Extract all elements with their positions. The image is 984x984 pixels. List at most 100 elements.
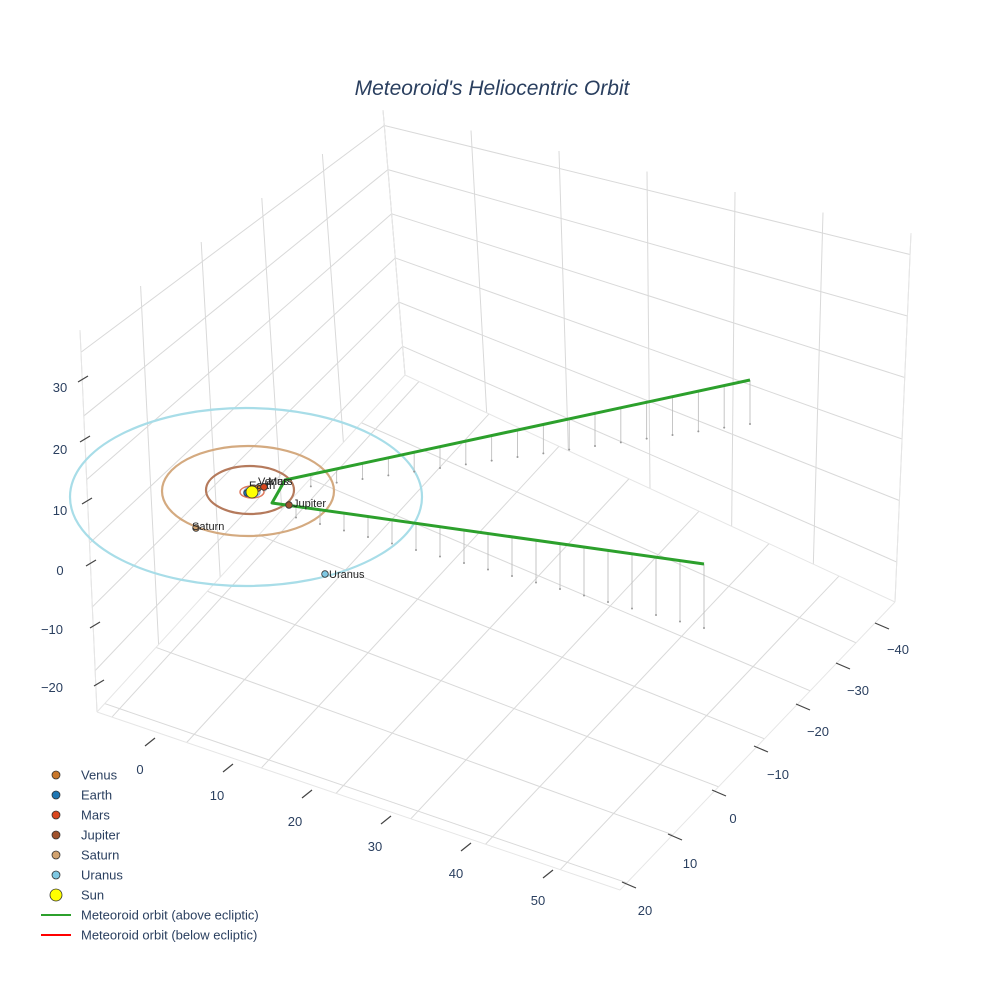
z-tick-mark bbox=[89, 621, 101, 629]
y-tick-mark bbox=[874, 622, 890, 630]
legend-item-earth[interactable]: Earth bbox=[51, 788, 112, 803]
y-tick-mark bbox=[835, 662, 851, 670]
legend-label: Saturn bbox=[81, 848, 119, 863]
drop-point bbox=[655, 614, 657, 616]
y-tick-label: −20 bbox=[807, 724, 829, 739]
axis-grid bbox=[79, 109, 912, 891]
legend-item-meteoroid-above[interactable]: Meteoroid orbit (above ecliptic) bbox=[41, 908, 259, 923]
drop-point bbox=[619, 441, 622, 444]
legend-item-sun[interactable]: Sun bbox=[49, 888, 104, 903]
drop-point bbox=[361, 478, 364, 480]
box-edge bbox=[382, 109, 406, 376]
box-edge bbox=[404, 374, 896, 603]
legend-item-mars[interactable]: Mars bbox=[51, 808, 110, 823]
legend-item-meteoroid-below[interactable]: Meteoroid orbit (below ecliptic) bbox=[41, 928, 257, 943]
drop-point bbox=[335, 481, 338, 484]
x-tick-mark bbox=[542, 869, 554, 879]
drop-point bbox=[413, 470, 416, 473]
grid-line bbox=[89, 257, 396, 544]
grid-line bbox=[261, 446, 560, 769]
box-edge bbox=[96, 711, 621, 891]
box-edge bbox=[96, 374, 406, 713]
drop-point bbox=[607, 601, 609, 603]
grid-line bbox=[391, 213, 905, 379]
legend-swatch bbox=[51, 850, 61, 860]
z-tick-mark bbox=[77, 375, 89, 383]
legend-label: Sun bbox=[81, 888, 104, 903]
grid-line bbox=[104, 703, 628, 884]
planet-marker-saturn bbox=[192, 524, 200, 532]
drop-point bbox=[309, 485, 312, 488]
legend-item-venus[interactable]: Venus bbox=[51, 768, 118, 783]
drop-point bbox=[516, 456, 519, 458]
planet-label-saturn: Saturn bbox=[192, 521, 224, 533]
box-edge bbox=[619, 601, 896, 891]
drop-point bbox=[387, 474, 390, 477]
grid-line bbox=[80, 125, 385, 353]
y-tick-mark bbox=[711, 789, 727, 797]
drop-point bbox=[697, 430, 700, 433]
legend[interactable]: Venus Earth Mars Jupiter Saturn Uranus Sun Mete… bbox=[41, 768, 259, 943]
legend-label: Mars bbox=[81, 808, 110, 823]
grid-line bbox=[111, 381, 420, 718]
legend-item-saturn[interactable]: Saturn bbox=[51, 848, 119, 863]
legend-label: Uranus bbox=[81, 868, 123, 883]
legend-swatch bbox=[51, 810, 61, 820]
grid-line bbox=[155, 646, 673, 836]
x-tick-mark bbox=[460, 842, 472, 852]
legend-label: Meteoroid orbit (above ecliptic) bbox=[81, 908, 259, 923]
legend-label: Meteoroid orbit (below ecliptic) bbox=[81, 928, 257, 943]
grid-line bbox=[261, 197, 283, 510]
z-tick-mark bbox=[81, 497, 93, 505]
meteoroid-orbit bbox=[270, 378, 751, 629]
box-edge bbox=[894, 232, 912, 603]
x-tick-mark bbox=[301, 789, 313, 799]
z-tick-label: 10 bbox=[53, 503, 67, 518]
grid-line bbox=[485, 543, 770, 845]
y-tick-label: 20 bbox=[638, 903, 652, 918]
drop-point bbox=[343, 529, 345, 532]
planet-marker-jupiter bbox=[285, 501, 293, 509]
y-tick-mark bbox=[753, 745, 769, 753]
legend-item-jupiter[interactable]: Jupiter bbox=[51, 828, 121, 843]
grid-line bbox=[558, 150, 569, 451]
legend-label: Venus bbox=[81, 768, 118, 783]
z-tick-label: −10 bbox=[41, 622, 63, 637]
grid-line bbox=[731, 191, 736, 527]
grid-line bbox=[646, 171, 651, 489]
drop-point bbox=[723, 426, 726, 429]
legend-label: Earth bbox=[81, 788, 112, 803]
drop-point bbox=[511, 575, 513, 577]
drop-point bbox=[535, 581, 537, 584]
sun-marker bbox=[245, 485, 259, 499]
drop-point bbox=[439, 555, 441, 558]
orbit-ring bbox=[204, 464, 296, 516]
drop-point bbox=[679, 620, 681, 623]
x-tick-label: 40 bbox=[449, 866, 463, 881]
x-tick-label: 20 bbox=[288, 814, 302, 829]
legend-item-uranus[interactable]: Uranus bbox=[51, 868, 123, 883]
grid-line bbox=[361, 422, 857, 644]
orbit-ring bbox=[160, 444, 336, 538]
drop-point bbox=[703, 627, 705, 629]
planet-marker-mars bbox=[260, 483, 268, 491]
grid-line bbox=[812, 212, 824, 565]
grid-line bbox=[395, 257, 903, 440]
drop-point bbox=[391, 542, 393, 545]
y-tick-label: −10 bbox=[767, 767, 789, 782]
drop-point bbox=[594, 445, 596, 447]
orbit-ring bbox=[68, 406, 424, 588]
grid-line bbox=[321, 153, 344, 443]
z-tick-label: −20 bbox=[41, 680, 63, 695]
grid-line bbox=[470, 130, 488, 413]
z-tick-mark bbox=[85, 559, 97, 567]
grid-line bbox=[91, 301, 400, 608]
z-tick-label: 20 bbox=[53, 442, 67, 457]
y-tick-label: 0 bbox=[729, 811, 736, 826]
grid-line bbox=[402, 345, 897, 563]
x-tick-label: 10 bbox=[210, 788, 224, 803]
grid-line bbox=[186, 413, 490, 743]
drop-point bbox=[749, 423, 751, 425]
